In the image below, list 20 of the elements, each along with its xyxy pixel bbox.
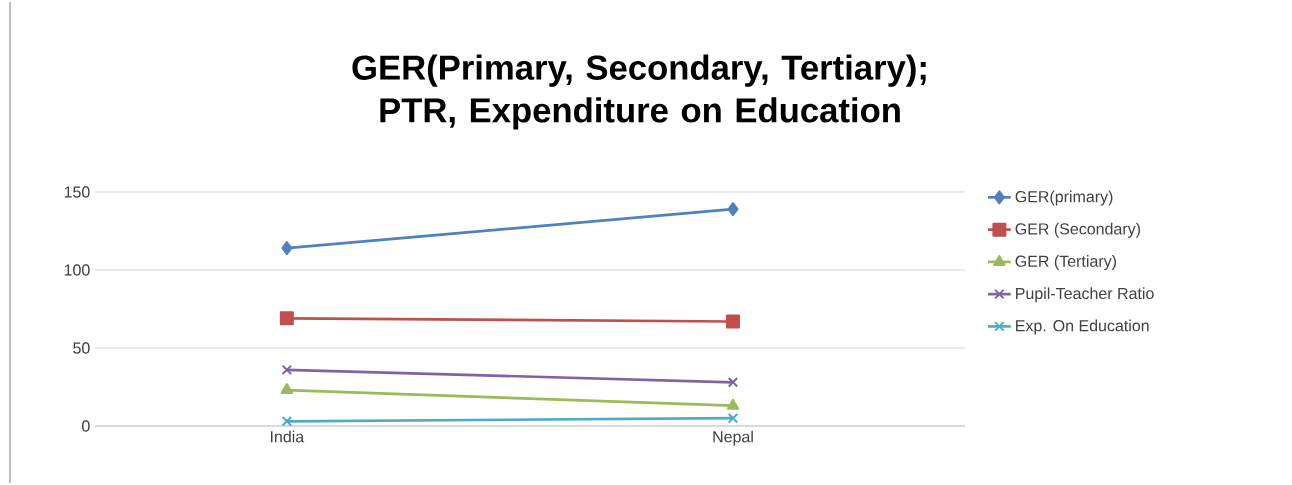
point	[281, 364, 293, 376]
legend-label: Pupil-Teacher Ratio	[1016, 287, 1154, 303]
chart-title: GER(Primary, Secondary, Tertiary); PTR, Expenditure on Education	[352, 54, 926, 130]
point	[727, 202, 739, 217]
x-tick-label: India	[271, 430, 305, 443]
y-tick-label: 150	[64, 186, 90, 198]
legend-label: Exp. On Education	[1016, 319, 1149, 335]
legend-label: GER (Tertiary)	[1015, 255, 1116, 271]
point	[726, 314, 740, 329]
legend-label: GER (Secondary)	[1015, 222, 1140, 238]
y-tick-label: 100	[64, 264, 90, 276]
point	[727, 377, 739, 388]
y-tick-label: 50	[73, 342, 90, 354]
point	[281, 416, 293, 427]
point	[279, 311, 294, 326]
x-tick-label: Nepal	[713, 430, 753, 446]
point	[281, 241, 293, 256]
legend-label: GER(primary)	[1015, 190, 1113, 206]
y-tick-label: 0	[82, 420, 90, 432]
point	[727, 412, 739, 424]
